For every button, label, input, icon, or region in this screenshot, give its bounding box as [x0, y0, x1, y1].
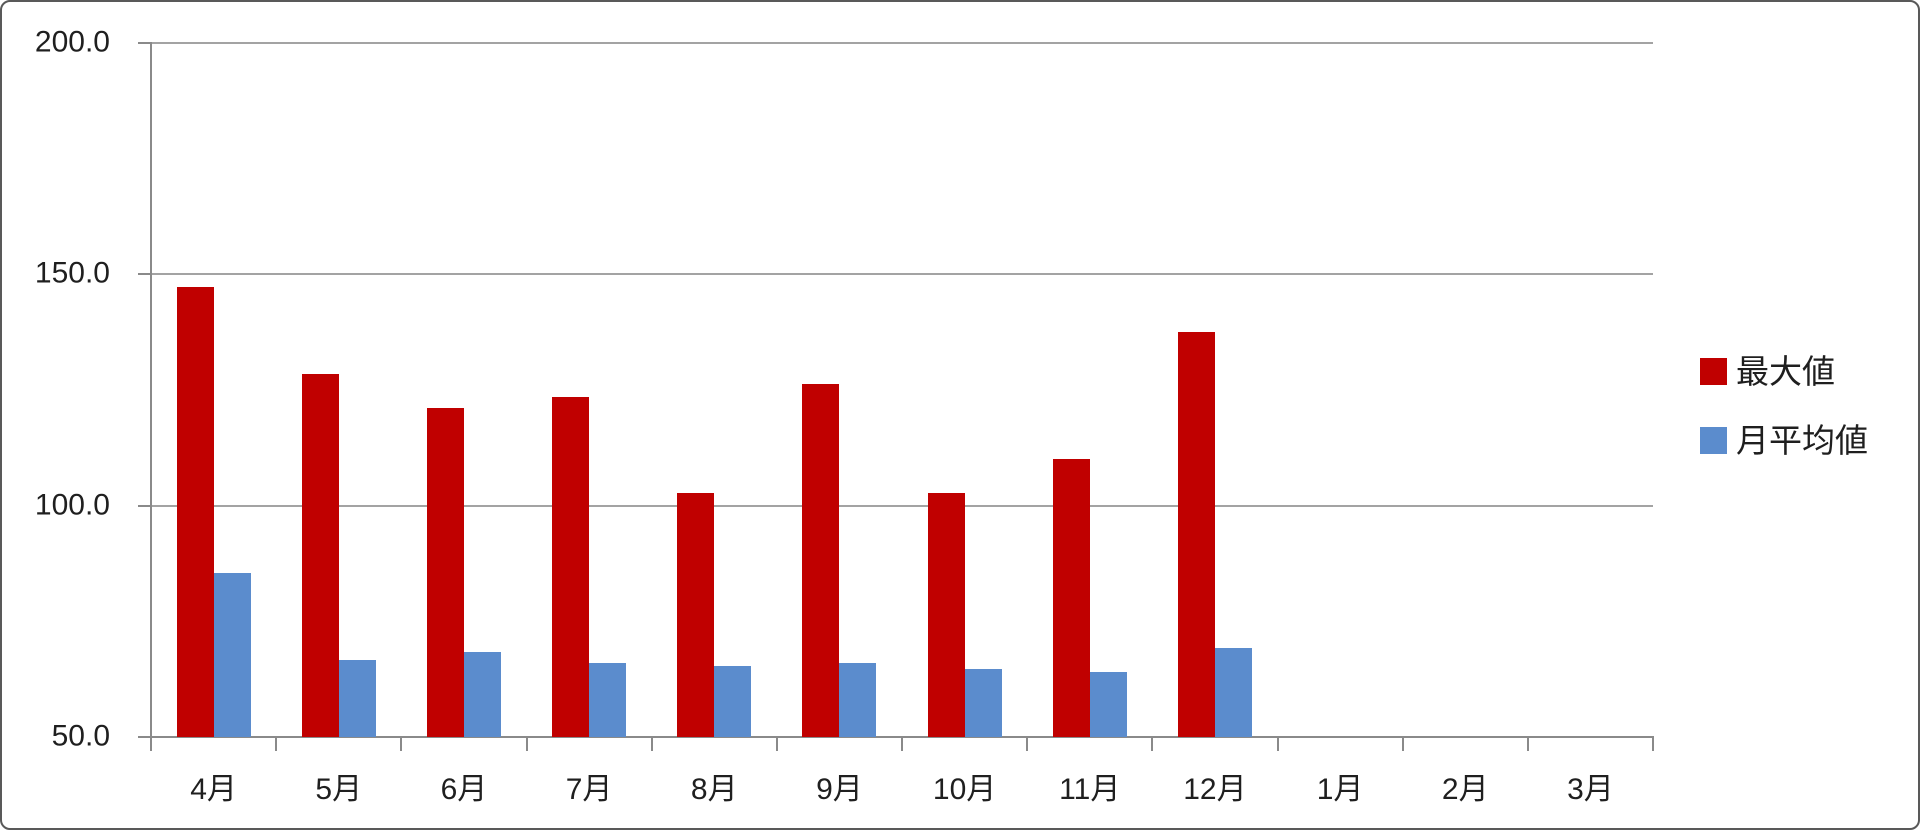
legend-swatch-max-icon: [1700, 358, 1727, 386]
bar-avg-7月: [589, 662, 627, 737]
y-tick-label-200: 200.0: [34, 25, 110, 59]
x-tick-label-12: 3月: [1567, 773, 1614, 806]
bar-max-10月: [927, 492, 965, 737]
x-tick-label-9: 12月: [1183, 773, 1247, 806]
bar-avg-4月: [213, 572, 251, 737]
x-axis-tick-4: [650, 738, 653, 751]
y-tick-label-150: 150.0: [34, 256, 110, 290]
bar-avg-5月: [338, 659, 376, 737]
y-axis-tick-100: [138, 504, 151, 507]
bar-max-4月: [176, 287, 214, 737]
x-tick-label-11: 2月: [1441, 773, 1489, 806]
legend-label-avg: 月平均値: [1736, 421, 1868, 459]
x-axis-tick-3: [525, 738, 528, 751]
x-tick-label-4: 7月: [565, 773, 613, 806]
x-axis-tick-7: [1026, 738, 1029, 751]
x-tick-label-2: 5月: [315, 773, 363, 806]
bar-max-6月: [426, 407, 464, 737]
bar-max-8月: [677, 493, 715, 737]
x-tick-label-5: 8月: [690, 773, 738, 806]
x-axis-tick-2: [400, 738, 403, 751]
legend-label-max: 最大値: [1736, 353, 1835, 390]
bar-max-12月: [1177, 331, 1215, 737]
x-tick-label-6: 9月: [816, 773, 863, 806]
x-tick-label-10: 1月: [1316, 773, 1364, 806]
x-tick-label-8: 11月: [1059, 773, 1121, 806]
y-axis-tick-200: [138, 42, 151, 44]
bar-max-11月: [1052, 459, 1090, 737]
x-axis-line: [138, 736, 1654, 738]
gridline-150: [151, 273, 1653, 276]
y-axis-line: [150, 42, 152, 738]
bar-max-7月: [552, 396, 590, 737]
x-tick-label-3: 6月: [440, 773, 488, 806]
bar-avg-10月: [964, 669, 1002, 737]
gridline-200: [151, 42, 1653, 44]
bar-avg-8月: [714, 665, 752, 737]
x-axis-tick-11: [1526, 738, 1529, 751]
legend-item-avg: 月平均値: [1700, 422, 1868, 460]
x-axis-tick-10: [1401, 738, 1404, 751]
bar-avg-11月: [1089, 672, 1127, 737]
x-tick-label-7: 10月: [932, 773, 997, 806]
x-axis-tick-9: [1276, 738, 1279, 751]
x-axis-tick-8: [1151, 738, 1154, 751]
y-axis-tick-150: [138, 273, 151, 276]
bar-avg-12月: [1214, 647, 1252, 737]
x-axis-tick-1: [275, 738, 278, 751]
legend-swatch-avg-icon: [1700, 427, 1727, 455]
x-axis-tick-6: [901, 738, 903, 751]
x-axis-tick-12: [1652, 738, 1654, 751]
legend-item-max: 最大値: [1700, 353, 1868, 391]
bar-avg-9月: [839, 662, 877, 737]
x-axis-tick-0: [150, 738, 152, 751]
x-tick-label-1: 4月: [190, 773, 237, 806]
bar-avg-6月: [463, 652, 501, 737]
gridline-100: [151, 504, 1653, 507]
y-tick-label-50: 50.0: [51, 719, 110, 753]
x-axis-tick-5: [775, 738, 778, 751]
bar-max-5月: [301, 374, 339, 737]
y-tick-label-100: 100.0: [34, 487, 110, 521]
bar-max-9月: [802, 383, 840, 737]
legend: 最大値 月平均値: [1700, 353, 1868, 460]
